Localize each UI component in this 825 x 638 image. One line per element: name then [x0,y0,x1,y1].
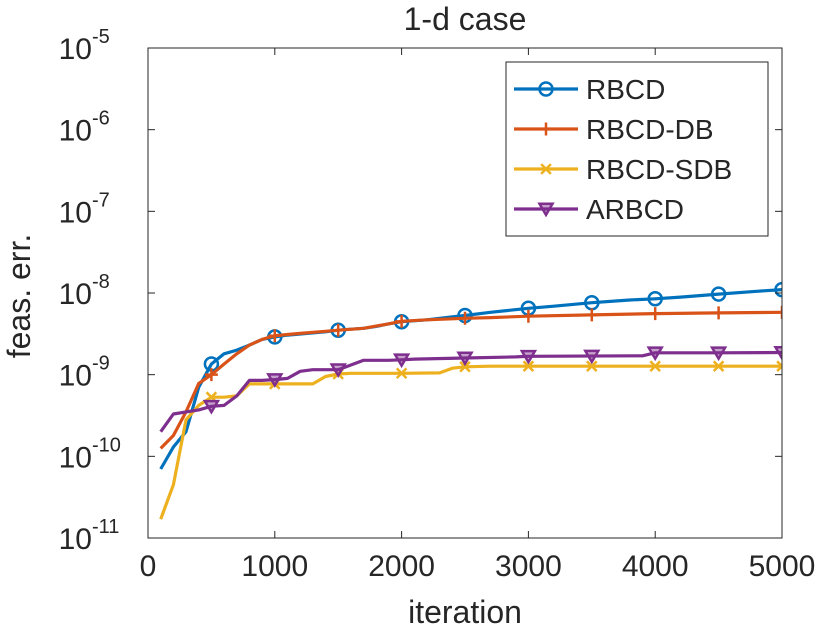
data-point-rbcd-sdb [459,360,471,373]
data-point-rbcd-db [521,309,535,323]
data-point-rbcd-db [395,314,409,328]
y-tick-label: 10 [59,523,92,556]
y-tick-label: 10 [59,115,92,148]
legend-marker [538,81,554,97]
y-tick-label: 10 [59,360,92,393]
legend-label: RBCD-DB [586,114,714,145]
y-tick-label: 10 [59,196,92,229]
y-tick-exponent: -9 [92,353,110,375]
legend-entry-rbcd-db: RBCD-DB [514,114,714,145]
y-tick-label: 10 [59,441,92,474]
legend-entry-rbcd: RBCD [514,74,665,105]
data-point-arbcd [773,346,782,361]
data-point-arbcd [266,373,284,388]
data-point-rbcd [774,281,782,298]
x-tick-label: 1000 [241,550,308,583]
data-point-rbcd-db [331,323,345,337]
data-point-rbcd [647,291,663,307]
legend-label: RBCD [586,74,665,105]
legend-label: ARBCD [586,194,684,225]
series-arbcd [159,346,782,433]
data-point-rbcd-db [458,311,472,325]
data-point-rbcd-db [712,306,726,320]
data-point-rbcd-sdb [776,360,782,372]
data-point-arbcd [519,349,538,365]
x-axis-ticks: 0 1000 2000 3000 4000 5000 [140,48,816,583]
data-point-arbcd [646,346,664,362]
y-tick-exponent: -8 [92,271,110,293]
data-point-arbcd [202,399,221,415]
data-point-rbcd-sdb [395,367,408,380]
data-point-rbcd-db [648,307,662,321]
data-point-arbcd [709,346,728,362]
y-tick-label: 10 [59,278,92,311]
y-tick-exponent: -11 [92,516,119,538]
data-point-rbcd-sdb [649,360,661,372]
data-point-rbcd-db [204,368,218,382]
chart-title: 1-d case [404,1,527,37]
series-rbcd [159,281,782,470]
x-tick-label: 2000 [368,550,435,583]
data-point-rbcd [710,286,727,302]
y-tick-exponent: -5 [92,26,110,48]
y-axis-label: feas. err. [1,234,37,359]
legend-entry-rbcd-sdb: RBCD-SDB [514,154,732,185]
data-point-arbcd [456,351,474,367]
plot-area [159,281,782,520]
legend-entry-arbcd: ARBCD [514,194,684,225]
series-line-arbcd [159,350,782,433]
data-point-rbcd-sdb [586,360,598,372]
legend-marker [537,202,555,218]
data-point-rbcd-sdb [522,360,535,372]
x-tick-label: 5000 [749,550,816,583]
data-point-rbcd-db [585,308,599,322]
data-point-rbcd-db [268,329,282,343]
data-point-arbcd [583,349,601,365]
x-tick-label: 4000 [622,550,689,583]
x-tick-label: 3000 [495,550,562,583]
data-point-arbcd [329,363,347,379]
y-tick-exponent: -7 [92,189,110,211]
series-rbcd-sdb [159,360,782,520]
series-line-rbcd-sdb [159,364,782,520]
x-tick-label: 0 [140,550,157,583]
series-rbcd-db [159,305,782,450]
y-tick-exponent: -6 [92,108,110,130]
legend: RBCD RBCD-DB RBCD-SDB ARBCD [505,61,769,237]
legend-marker [539,122,553,136]
y-tick-exponent: -10 [92,434,121,456]
data-point-arbcd [392,353,411,369]
legend-marker [540,163,552,175]
legend-label: RBCD-SDB [586,154,732,185]
series-group [159,281,782,520]
data-point-rbcd-db [775,305,782,319]
y-tick-label: 10 [59,33,92,66]
data-point-rbcd-sdb [712,360,725,372]
x-axis-label: iteration [408,594,522,630]
